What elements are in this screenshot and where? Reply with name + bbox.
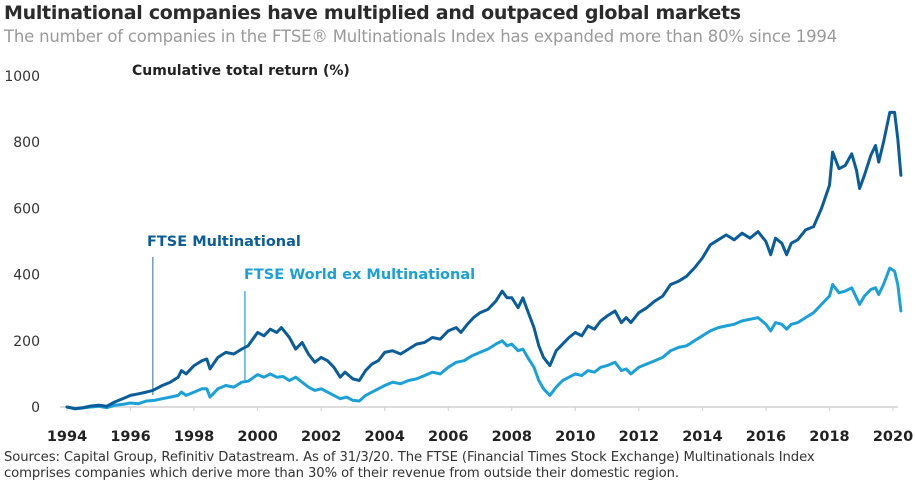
x-tick-label: 1996 <box>110 429 150 445</box>
y-axis-ticks: 0 200 400 600 800 1000 <box>4 69 40 416</box>
chart-subtitle: The number of companies in the FTSE® Mul… <box>4 27 837 46</box>
y-axis-label: Cumulative total return (%) <box>132 63 350 79</box>
x-tick-label: 2010 <box>555 429 595 445</box>
x-tick-label: 2012 <box>619 429 659 445</box>
x-tick-label: 2002 <box>301 429 341 445</box>
x-tick-label: 2006 <box>428 429 468 445</box>
x-tick-label: 2020 <box>873 429 913 445</box>
series-line-multinational <box>65 110 903 411</box>
x-axis: 1994 1996 1998 2000 2002 2004 2006 2008 2010 2012… <box>47 406 913 445</box>
y-tick-label: 400 <box>13 268 40 284</box>
legend-label-multinational: FTSE Multinational <box>147 234 301 250</box>
series-annotations: FTSE Multinational FTSE World ex Multinat… <box>147 234 475 395</box>
x-tick-label: 2014 <box>682 429 722 445</box>
series-lines <box>65 110 903 411</box>
x-tick-label: 2018 <box>809 429 849 445</box>
x-tick-label: 2004 <box>365 429 405 445</box>
source-line-2: comprises companies which derive more th… <box>4 466 679 481</box>
source-line-1: Sources: Capital Group, Refinitiv Datast… <box>4 450 815 465</box>
series-line-world-ex-multinational <box>65 266 903 411</box>
y-tick-label: 600 <box>13 201 40 217</box>
x-tick-label: 1998 <box>174 429 214 445</box>
chart-title: Multinational companies have multiplied … <box>4 2 741 24</box>
y-tick-label: 0 <box>31 400 40 416</box>
x-tick-label: 2008 <box>492 429 532 445</box>
x-tick-label: 2016 <box>746 429 786 445</box>
x-tick-label: 1994 <box>47 429 87 445</box>
y-tick-label: 800 <box>13 135 40 151</box>
x-tick-label: 2000 <box>237 429 277 445</box>
y-tick-label: 200 <box>13 334 40 350</box>
source-note: Sources: Capital Group, Refinitiv Datast… <box>4 450 904 482</box>
y-tick-label: 1000 <box>4 69 40 85</box>
legend-label-world-ex: FTSE World ex Multinational <box>244 267 475 283</box>
